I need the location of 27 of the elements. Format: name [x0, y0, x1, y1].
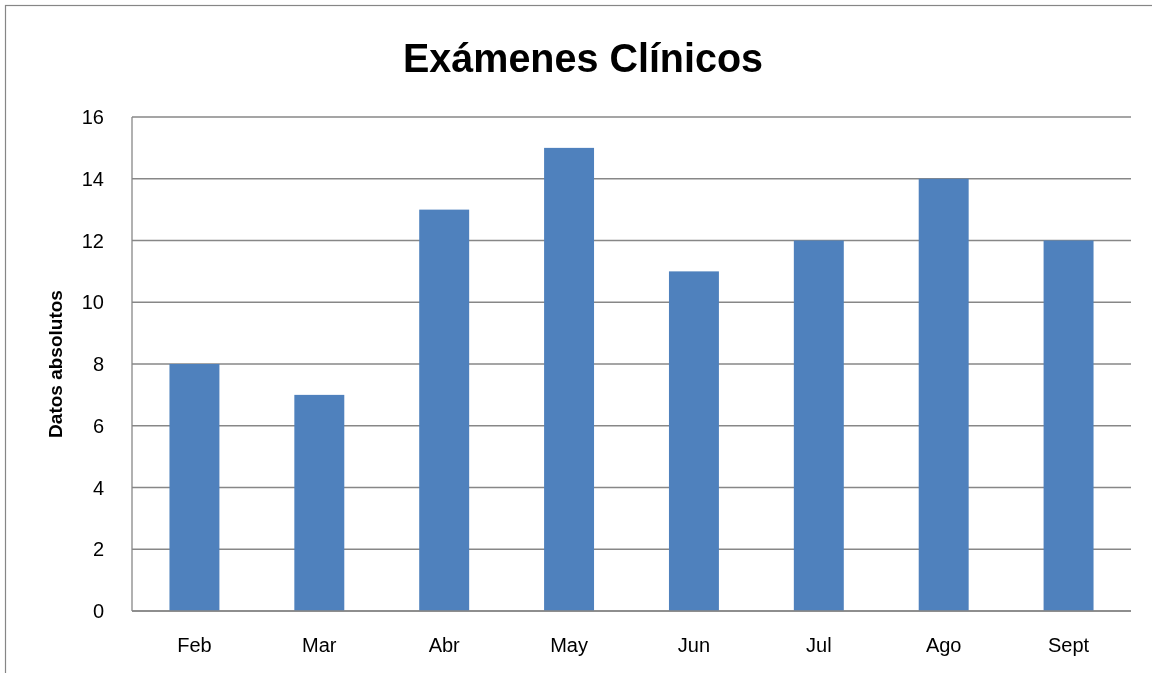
y-tick-label: 0	[92, 600, 104, 622]
y-tick-label: 10	[81, 291, 104, 314]
x-tick-label: Abr	[428, 634, 461, 656]
y-tick-label: 16	[81, 106, 104, 128]
y-tick-label: 4	[92, 476, 104, 499]
bar	[544, 147, 595, 611]
y-tick-label: 8	[92, 353, 104, 375]
x-tick-label: Jul	[806, 634, 832, 656]
x-tick-label: Sept	[1047, 634, 1090, 656]
y-tick-label: 6	[92, 414, 104, 437]
bar	[918, 178, 969, 611]
x-tick-label: Feb	[177, 634, 212, 656]
bar	[169, 364, 220, 611]
y-tick-label: 12	[81, 229, 104, 252]
x-tick-label: Mar	[302, 634, 337, 656]
y-tick-label: 14	[81, 167, 104, 190]
bar	[1043, 240, 1094, 611]
y-axis-title: Datos absolutos	[45, 290, 66, 438]
bar	[294, 394, 345, 611]
bar	[419, 209, 470, 611]
chart-title: Exámenes Clínicos	[403, 36, 768, 80]
x-tick-label: May	[550, 634, 588, 656]
bar	[668, 271, 719, 611]
y-tick-label: 2	[92, 538, 104, 561]
x-tick-label: Jun	[677, 634, 711, 656]
x-tick-label: Ago	[925, 634, 962, 656]
bar	[793, 240, 844, 611]
